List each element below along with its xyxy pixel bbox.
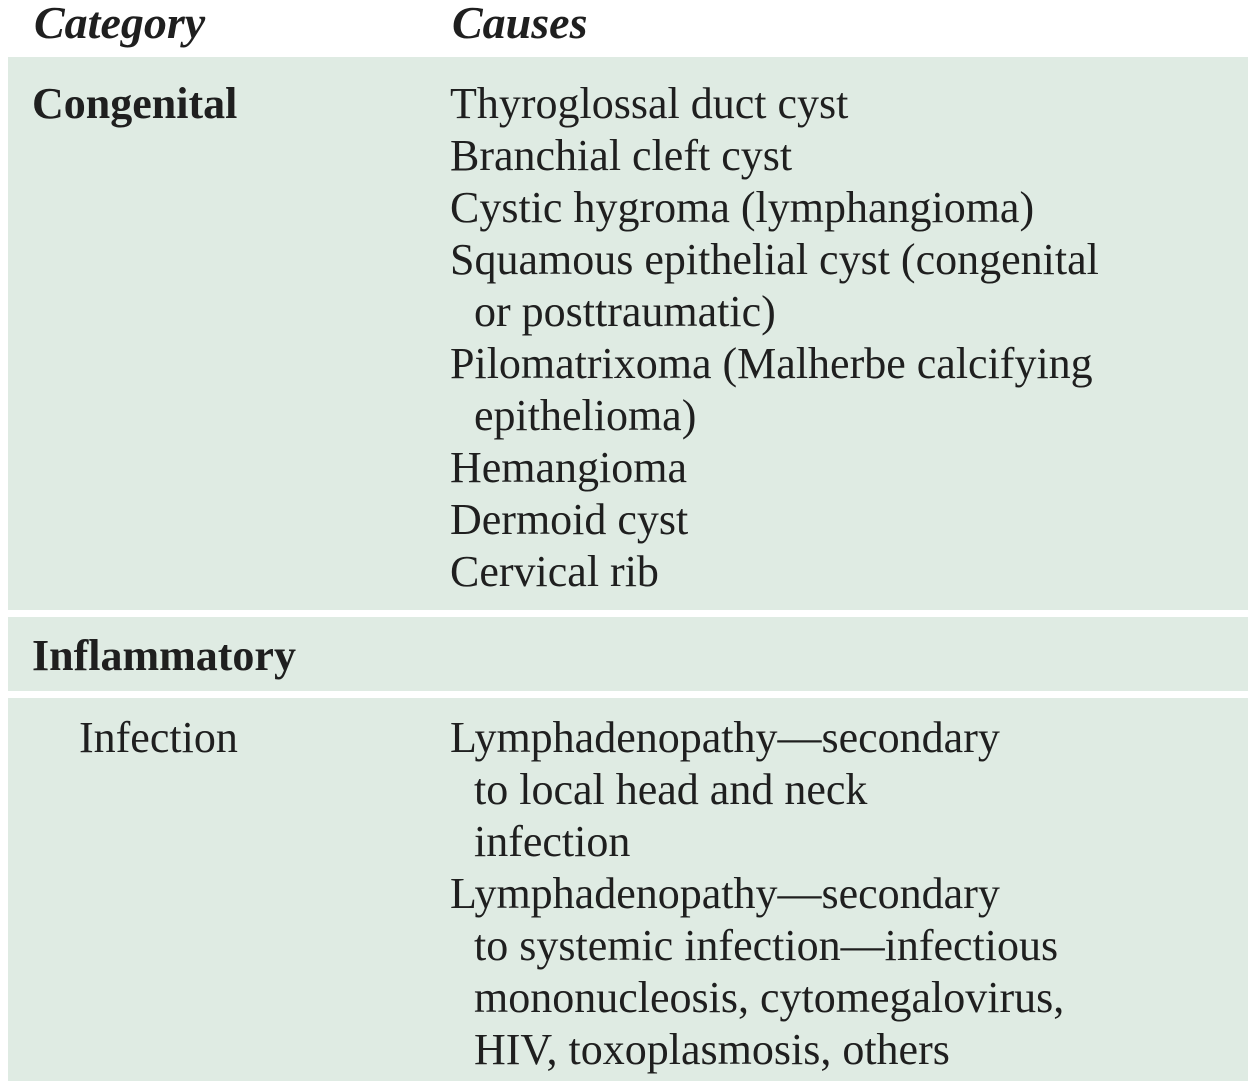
causes-column-header: Causes bbox=[452, 0, 588, 48]
cause-text: or posttraumatic) bbox=[474, 287, 776, 336]
cause-text: to local head and neck bbox=[474, 765, 868, 814]
cause-item: Pilomatrixoma (Malherbe calcifying epithe… bbox=[450, 338, 1099, 442]
infection-causes-list: Lymphadenopathy—secondary to local head a… bbox=[450, 712, 1064, 1076]
congenital-row-band bbox=[8, 57, 1248, 610]
category-infection: Infection bbox=[79, 713, 238, 762]
cause-item: Branchial cleft cyst bbox=[450, 130, 1099, 182]
cause-item: Cystic hygroma (lymphangioma) bbox=[450, 182, 1099, 234]
cause-item: Hemangioma bbox=[450, 442, 1099, 494]
cause-item: Thyroglossal duct cyst bbox=[450, 78, 1099, 130]
cause-text: Hemangioma bbox=[450, 443, 688, 492]
congenital-causes-list: Thyroglossal duct cyst Branchial cleft cy… bbox=[450, 78, 1099, 598]
cause-text: Thyroglossal duct cyst bbox=[450, 79, 849, 128]
cause-text: Branchial cleft cyst bbox=[450, 131, 793, 180]
category-column-header: Category bbox=[34, 0, 206, 48]
category-congenital: Congenital bbox=[32, 79, 238, 128]
cause-item: Cervical rib bbox=[450, 546, 1099, 598]
cause-text: Dermoid cyst bbox=[450, 495, 689, 544]
table-header: Category Causes bbox=[0, 0, 1250, 56]
cause-text: Cervical rib bbox=[450, 547, 659, 596]
cause-text: Pilomatrixoma (Malherbe calcifying bbox=[450, 339, 1093, 388]
cause-text: Lymphadenopathy—secondary bbox=[450, 713, 1000, 762]
infection-row-band bbox=[8, 698, 1248, 1081]
cause-text: Cystic hygroma (lymphangioma) bbox=[450, 183, 1035, 232]
cause-item: Dermoid cyst bbox=[450, 494, 1099, 546]
cause-text: mononucleosis, cytomegalovirus, bbox=[474, 973, 1065, 1022]
cause-text: infection bbox=[474, 817, 631, 866]
cause-text: HIV, toxoplasmosis, others bbox=[474, 1025, 950, 1074]
cause-item: Lymphadenopathy—secondary to systemic inf… bbox=[450, 868, 1064, 1076]
category-inflammatory: Inflammatory bbox=[32, 631, 296, 680]
cause-text: epithelioma) bbox=[474, 391, 697, 440]
inflammatory-row-band bbox=[8, 617, 1248, 691]
cause-item: Squamous epithelial cyst (congenital or p… bbox=[450, 234, 1099, 338]
cause-text: to systemic infection—infectious bbox=[474, 921, 1059, 970]
cause-item: Lymphadenopathy—secondary to local head a… bbox=[450, 712, 1064, 868]
cause-text: Lymphadenopathy—secondary bbox=[450, 869, 1000, 918]
cause-text: Squamous epithelial cyst (congenital bbox=[450, 235, 1099, 284]
